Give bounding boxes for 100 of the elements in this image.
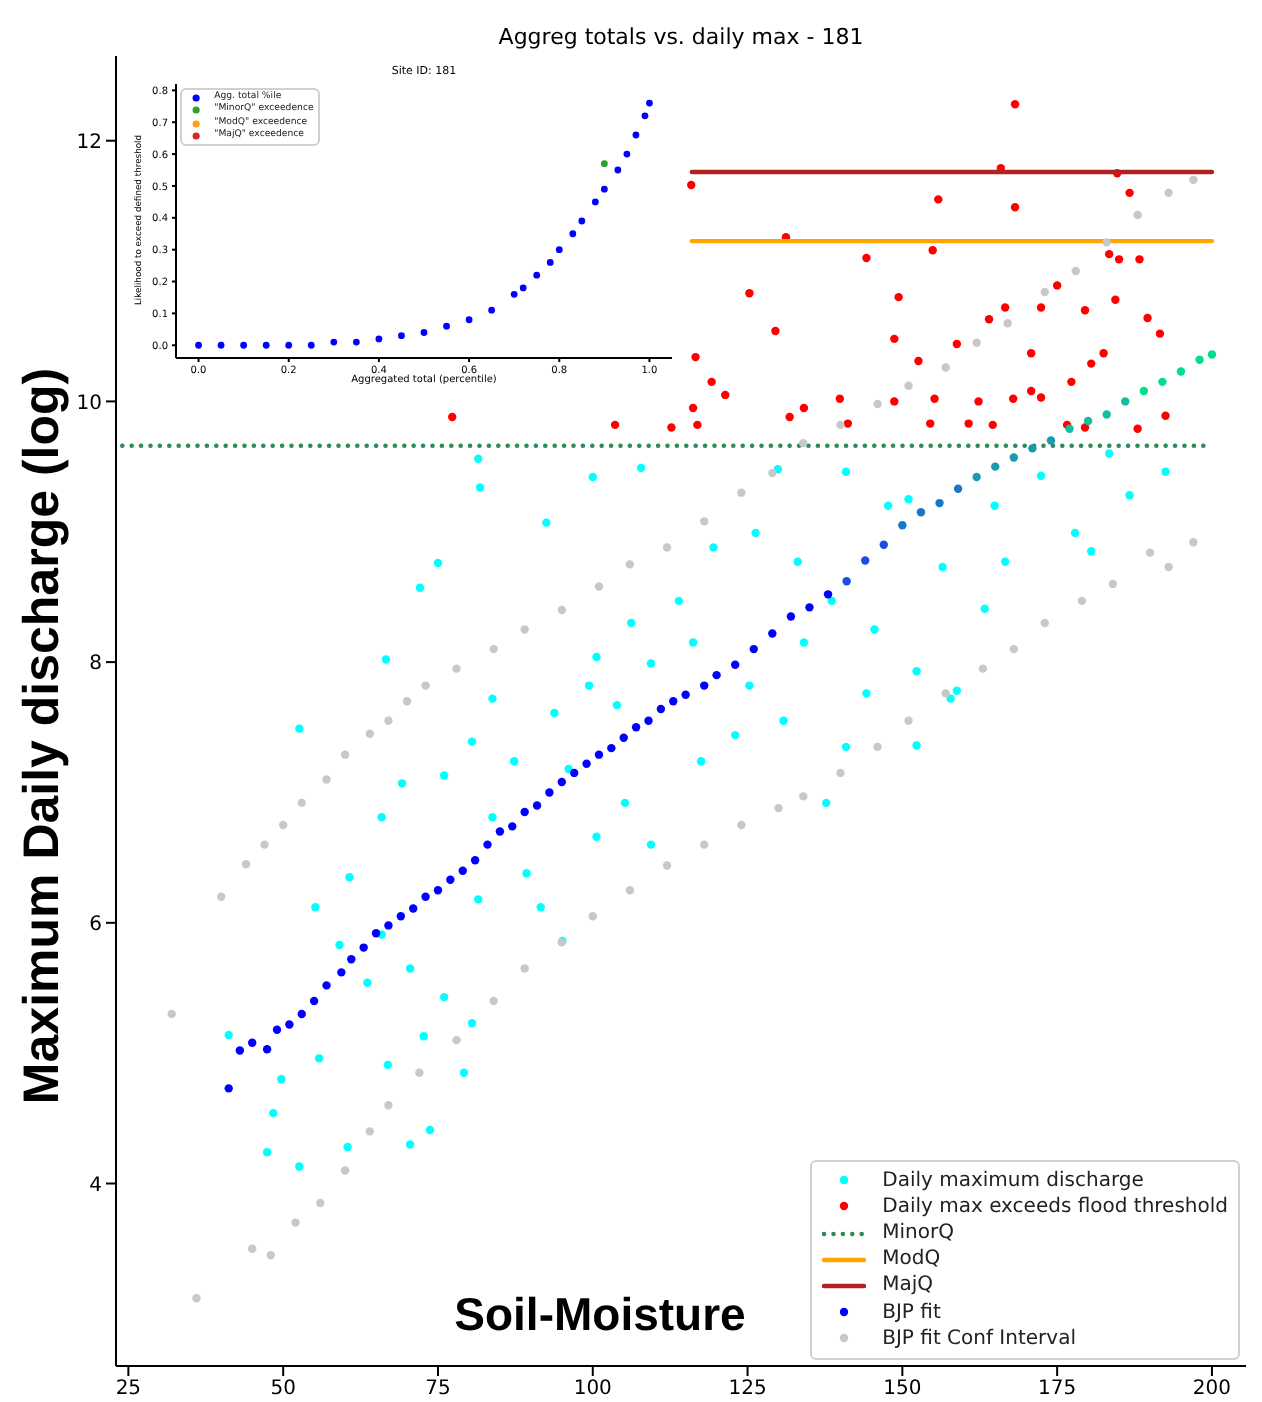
point <box>488 306 496 314</box>
point <box>926 419 935 428</box>
point <box>448 412 457 422</box>
legend-label: BJP fit Conf Interval <box>882 1325 1076 1352</box>
x-tick-label: 125 <box>728 1378 767 1401</box>
point <box>1000 303 1010 312</box>
point <box>217 341 225 349</box>
point <box>307 341 315 349</box>
x-tick-label: 75 <box>425 1378 451 1401</box>
x-tick-label: 25 <box>115 1378 142 1401</box>
point <box>600 160 608 168</box>
point <box>1125 188 1134 198</box>
point <box>693 420 702 430</box>
y-tick-label: 8 <box>89 653 102 676</box>
point <box>952 339 962 349</box>
point <box>974 397 983 406</box>
point <box>578 217 586 225</box>
point <box>1143 313 1152 323</box>
point <box>707 377 716 387</box>
point <box>988 420 997 430</box>
point <box>835 394 845 404</box>
point <box>1080 305 1090 315</box>
point <box>687 180 696 190</box>
point <box>1104 249 1114 259</box>
point <box>262 341 270 349</box>
point <box>591 198 599 206</box>
point <box>510 290 518 298</box>
legend-label: MajQ <box>882 1272 934 1300</box>
point <box>721 390 730 400</box>
x-tick-label: 200 <box>1192 1378 1232 1401</box>
y-tick-label: 4 <box>89 1174 102 1197</box>
point <box>569 230 577 238</box>
y-tick-label: 12 <box>76 131 102 154</box>
point <box>894 292 903 302</box>
point <box>1036 393 1046 402</box>
x-axis-title: Soil-Moisture <box>454 1288 746 1340</box>
point <box>984 315 994 324</box>
point <box>600 185 608 193</box>
point <box>771 326 780 336</box>
point <box>398 332 405 340</box>
point <box>632 131 640 139</box>
point <box>443 322 450 330</box>
y-axis-title: Maximum Daily discharge (log) <box>14 367 70 1105</box>
legend-label: ModQ <box>882 1246 941 1273</box>
point <box>890 334 899 344</box>
point <box>930 394 939 404</box>
point <box>1052 281 1062 290</box>
point <box>964 419 973 428</box>
legend-label: Daily maximum discharge <box>882 1167 1144 1194</box>
point <box>546 259 554 266</box>
point <box>1135 255 1144 264</box>
point <box>890 397 899 406</box>
point <box>691 352 700 362</box>
point <box>420 329 428 336</box>
point <box>1087 359 1096 368</box>
point <box>745 289 754 298</box>
point <box>610 420 620 430</box>
point <box>1008 394 1018 404</box>
point <box>330 338 338 346</box>
point <box>1080 423 1090 432</box>
point <box>1010 203 1020 212</box>
point <box>623 150 631 158</box>
legend-label: BJP fit <box>882 1299 941 1326</box>
point <box>555 246 563 254</box>
point <box>1133 424 1142 433</box>
legend-label: Daily max exceeds flood threshold <box>882 1193 1228 1221</box>
point <box>667 423 676 432</box>
point <box>785 412 794 422</box>
point <box>375 335 383 343</box>
point <box>285 341 293 349</box>
y-tick-label: 10 <box>76 392 102 415</box>
point <box>1026 386 1036 396</box>
y-tick-label: 6 <box>89 913 102 936</box>
point <box>799 403 809 413</box>
point <box>1099 348 1108 358</box>
point <box>1161 411 1170 420</box>
point <box>240 341 248 349</box>
point <box>646 99 653 107</box>
point <box>928 246 937 255</box>
point <box>1026 348 1036 358</box>
x-tick-label: 175 <box>1038 1378 1077 1401</box>
point <box>352 338 360 346</box>
point <box>1114 255 1124 264</box>
point <box>1036 303 1046 312</box>
point <box>914 356 923 366</box>
point <box>465 316 473 324</box>
point <box>843 419 853 428</box>
point <box>688 403 698 413</box>
point <box>862 253 871 263</box>
point <box>934 195 943 204</box>
legend-label: MinorQ <box>882 1220 954 1247</box>
point <box>533 271 541 279</box>
x-tick-label: 150 <box>883 1378 922 1401</box>
point <box>641 112 649 120</box>
point <box>1111 295 1120 304</box>
point <box>1155 329 1165 338</box>
x-tick-label: 50 <box>270 1378 296 1401</box>
point <box>519 284 527 292</box>
point <box>1010 100 1020 109</box>
point <box>195 341 202 349</box>
